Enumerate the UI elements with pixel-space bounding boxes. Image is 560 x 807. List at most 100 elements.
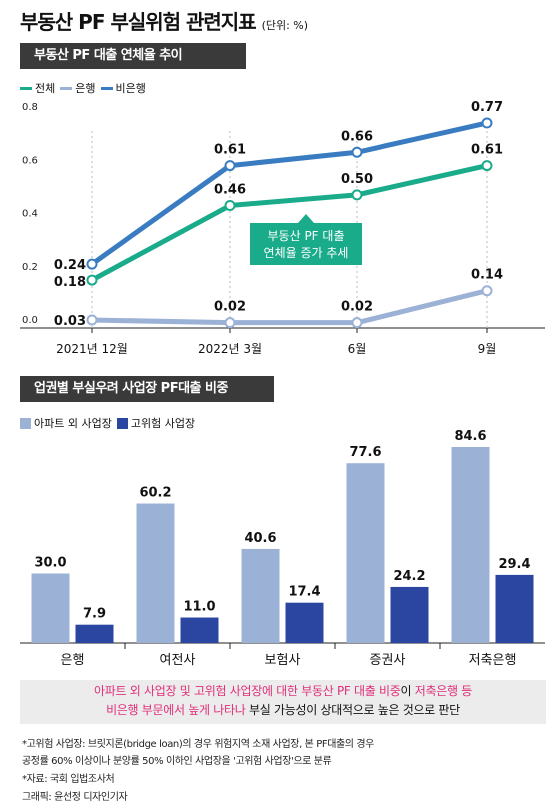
annotation-line-2: 연체율 증가 추세 xyxy=(264,246,349,260)
x-tick-label: 9월 xyxy=(478,342,497,356)
category-label: 여전사 xyxy=(160,653,196,668)
bar-value-label: 7.9 xyxy=(83,607,106,622)
y-tick-label: 0.6 xyxy=(22,155,38,166)
footnote-definition-1: *고위험 사업장: 브릿지론(bridge loan)의 경우 위험지역 소재 … xyxy=(22,739,374,750)
bar-high-risk xyxy=(390,586,429,643)
bar-value-label: 17.4 xyxy=(288,585,320,600)
legend-swatch-total xyxy=(20,86,32,90)
data-point xyxy=(224,317,236,329)
series-line-total xyxy=(90,163,488,283)
bar-apt-other xyxy=(136,503,175,643)
data-point xyxy=(86,274,98,286)
summary-highlight-a: 아파트 외 사업장 및 고위험 사업장에 대한 부동산 PF 대출 비중 xyxy=(94,684,401,698)
data-label: 0.24 xyxy=(54,258,86,273)
y-tick-label: 0.8 xyxy=(22,102,38,113)
annotation-line-1: 부동산 PF 대출 xyxy=(268,229,345,243)
data-point xyxy=(481,285,493,297)
legend-item-nonbank: 비은행 xyxy=(100,80,146,96)
bar-apt-other xyxy=(451,447,490,643)
data-point xyxy=(351,146,363,158)
category-label: 보험사 xyxy=(265,653,301,668)
data-label: 0.46 xyxy=(214,183,246,198)
footnote-definition-2: 공정률 60% 이상이나 분양률 50% 이하인 사업장을 '고위험 사업장'으… xyxy=(22,756,332,767)
footnote-source: *자료: 국회 입법조사처 xyxy=(22,774,115,785)
legend-item-high-risk: 고위험 사업장 xyxy=(116,415,196,431)
series-line-nonbank xyxy=(90,120,488,267)
summary-line-1: 아파트 외 사업장 및 고위험 사업장에 대한 부동산 PF 대출 비중이 저축… xyxy=(20,682,546,701)
legend-label-bank: 은행 xyxy=(75,82,96,95)
data-label: 0.66 xyxy=(341,129,373,144)
x-tick-label: 6월 xyxy=(348,342,367,356)
data-point xyxy=(481,160,493,172)
chart2-heading: 업권별 부실우려 사업장 PF대출 비중 xyxy=(20,376,274,402)
category-label: 은행 xyxy=(61,652,85,668)
data-label: 0.18 xyxy=(54,275,86,290)
line-chart-legend: 전체 은행 비은행 xyxy=(20,80,151,96)
data-label: 0.61 xyxy=(214,143,246,158)
data-point xyxy=(86,258,98,270)
annotation-box xyxy=(250,223,362,265)
summary-text-a: 이 xyxy=(400,684,415,698)
summary-line-2: 비은행 부문에서 높게 나타나 부실 가능성이 상대적으로 높은 것으로 판단 xyxy=(20,701,546,720)
data-point xyxy=(86,314,98,326)
bar-high-risk xyxy=(180,617,219,643)
data-point xyxy=(224,160,236,172)
data-label: 0.02 xyxy=(214,300,246,315)
data-label: 0.61 xyxy=(471,143,503,158)
legend-item-apt-other: 아파트 외 사업장 xyxy=(20,415,112,431)
bar-value-label: 77.6 xyxy=(349,445,381,460)
legend-label-high-risk: 고위험 사업장 xyxy=(130,417,196,430)
summary-text-b: 부실 가능성이 상대적으로 높은 것으로 판단 xyxy=(245,703,460,717)
bar-apt-other xyxy=(31,573,70,643)
y-tick-label: 0.2 xyxy=(22,262,38,273)
data-label: 0.03 xyxy=(54,314,86,329)
bar-value-label: 29.4 xyxy=(498,557,530,572)
data-point xyxy=(351,189,363,201)
bar-high-risk xyxy=(285,602,324,643)
y-tick-label: 0.0 xyxy=(22,315,38,326)
data-point xyxy=(351,317,363,329)
summary-note: 아파트 외 사업장 및 고위험 사업장에 대한 부동산 PF 대출 비중이 저축… xyxy=(20,680,546,724)
bar-value-label: 11.0 xyxy=(183,600,215,615)
legend-label-nonbank: 비은행 xyxy=(115,82,146,95)
title-text: 부동산 PF 부실위험 관련지표 xyxy=(20,10,257,34)
legend-item-total: 전체 xyxy=(20,80,55,96)
bar-apt-other xyxy=(346,463,385,643)
bar-apt-other xyxy=(241,548,280,643)
data-label: 0.02 xyxy=(341,300,373,315)
x-tick-label: 2021년 12월 xyxy=(56,342,128,356)
legend-swatch-apt-other xyxy=(20,417,31,429)
x-tick-label: 2022년 3월 xyxy=(198,342,262,356)
chart1-heading: 부동산 PF 대출 연체율 추이 xyxy=(20,43,246,69)
data-label: 0.14 xyxy=(471,268,503,283)
category-label: 증권사 xyxy=(370,653,406,668)
category-label: 저축은행 xyxy=(469,652,517,668)
legend-swatch-bank xyxy=(60,86,73,90)
legend-swatch-high-risk xyxy=(116,417,128,429)
bar-chart-legend: 아파트 외 사업장 고위험 사업장 xyxy=(20,415,200,431)
legend-item-bank: 은행 xyxy=(60,80,96,96)
bar-value-label: 30.0 xyxy=(34,555,66,570)
summary-highlight-c: 비은행 부문에서 높게 나타나 xyxy=(106,703,246,717)
bar-value-label: 40.6 xyxy=(244,531,276,546)
unit-label: (단위: %) xyxy=(261,19,309,32)
page-title: 부동산 PF 부실위험 관련지표 (단위: %) xyxy=(20,6,308,35)
data-point xyxy=(224,200,236,212)
footnote-graphic: 그래픽: 윤선정 디자인기자 xyxy=(22,792,128,803)
series-line-bank xyxy=(91,288,488,326)
legend-label-apt-other: 아파트 외 사업장 xyxy=(34,417,112,430)
data-label: 0.50 xyxy=(341,172,373,187)
annotation-pointer xyxy=(298,214,314,223)
bar-value-label: 60.2 xyxy=(139,486,171,501)
summary-highlight-b: 저축은행 등 xyxy=(414,684,473,698)
legend-label-total: 전체 xyxy=(35,82,56,95)
bar-high-risk xyxy=(75,624,114,643)
data-point xyxy=(481,117,493,129)
bar-value-label: 84.6 xyxy=(454,429,486,444)
data-label: 0.77 xyxy=(471,100,503,115)
legend-swatch-nonbank xyxy=(100,86,113,90)
y-tick-label: 0.4 xyxy=(22,209,38,220)
bar-high-risk xyxy=(495,574,534,643)
